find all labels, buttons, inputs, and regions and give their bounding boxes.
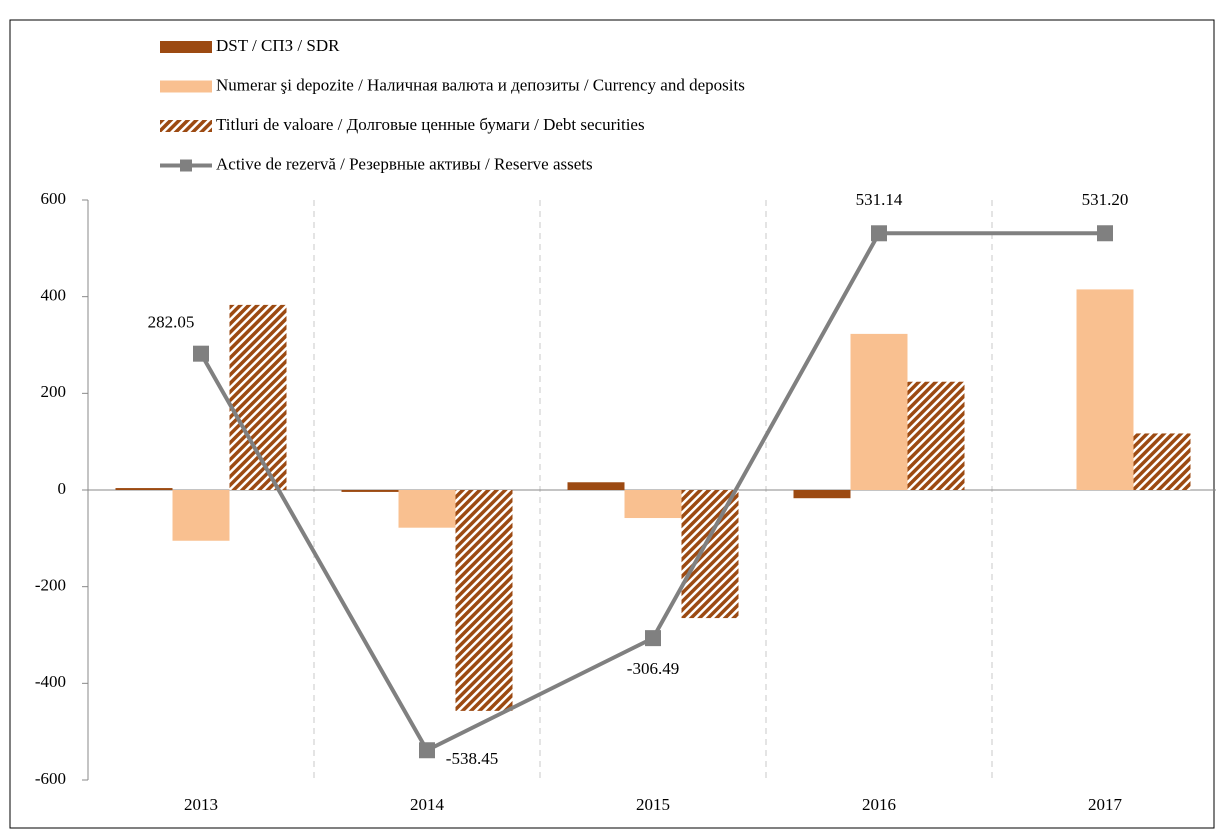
legend-swatch <box>160 41 212 53</box>
data-label: 531.14 <box>856 190 903 209</box>
chart-border <box>9 19 1215 829</box>
data-label: -306.49 <box>627 659 679 678</box>
bar <box>567 482 625 490</box>
legend-label: DST / СПЗ / SDR <box>216 36 340 55</box>
bar <box>341 490 399 492</box>
bar <box>398 490 456 528</box>
bar <box>455 490 513 711</box>
legend-label: Numerar şi depozite / Наличная валюта и … <box>216 75 745 94</box>
legend-swatch <box>160 120 212 132</box>
line-marker <box>645 630 661 647</box>
legend-label: Titluri de valoare / Долговые ценные бум… <box>216 115 645 134</box>
line-marker <box>1097 225 1113 242</box>
bar <box>681 490 739 619</box>
x-tick-label: 2014 <box>410 795 445 814</box>
legend-label: Active de rezervă / Резервные активы / R… <box>216 154 593 173</box>
y-tick-label: -200 <box>35 576 66 595</box>
bar <box>1076 289 1134 490</box>
line-marker <box>193 345 209 362</box>
line-marker <box>871 225 887 242</box>
data-label: -538.45 <box>446 749 498 768</box>
y-tick-label: 400 <box>41 286 67 305</box>
legend-swatch <box>160 80 212 93</box>
y-tick-label: 600 <box>41 189 67 208</box>
y-tick-label: -400 <box>35 672 66 691</box>
y-tick-label: 0 <box>58 479 67 498</box>
bar <box>172 490 230 541</box>
data-label: 531.20 <box>1082 190 1129 209</box>
bar <box>624 490 682 519</box>
x-tick-label: 2017 <box>1088 795 1123 814</box>
bar <box>1133 433 1191 490</box>
data-label: 282.05 <box>148 313 195 332</box>
x-tick-label: 2015 <box>636 795 670 814</box>
bar <box>793 490 851 499</box>
bar <box>907 381 965 490</box>
bar <box>115 488 173 490</box>
bar <box>229 304 287 490</box>
x-tick-label: 2016 <box>862 795 896 814</box>
line-marker <box>419 742 435 759</box>
legend-swatch-marker <box>180 159 192 172</box>
x-tick-label: 2013 <box>184 795 218 814</box>
bar <box>850 333 908 490</box>
y-tick-label: 200 <box>41 382 67 401</box>
y-tick-label: -600 <box>35 769 66 788</box>
